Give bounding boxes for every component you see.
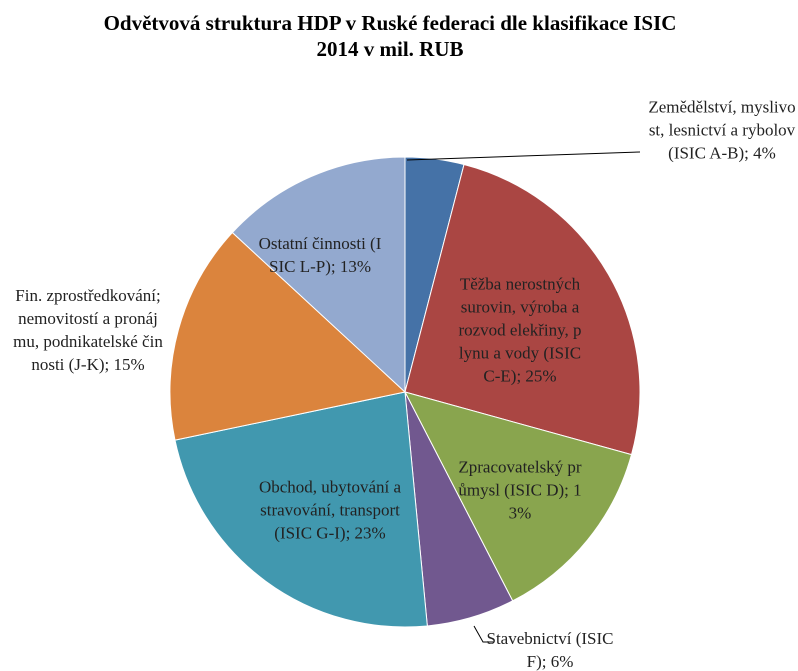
pie-slice bbox=[404, 391, 633, 602]
chart-title: Odvětvová struktura HDP v Ruské federaci… bbox=[103, 11, 677, 61]
leader-line bbox=[406, 151, 641, 161]
data-label: Stavebnictví (ISIC F); 6% bbox=[486, 629, 614, 671]
pie-slice bbox=[174, 391, 428, 628]
data-label: Zpracovatelský průmysl (ISIC D); 13% bbox=[458, 457, 582, 523]
leader-line bbox=[473, 625, 494, 643]
data-label: Těžba nerostných surovin, výroba a rozvo… bbox=[458, 274, 582, 386]
data-label: Obchod, ubytování a stravování, transpor… bbox=[258, 477, 402, 543]
pie-slice bbox=[231, 156, 406, 394]
data-label: Fin. zprostředkování; nemovitostí a pron… bbox=[13, 286, 163, 374]
data-label: Ostatní činnosti (ISIC L-P); 13% bbox=[258, 234, 382, 276]
pie-slice bbox=[404, 163, 641, 456]
pie-slice bbox=[169, 231, 407, 441]
data-label: Zemědělství, myslivost, lesnictví a rybo… bbox=[648, 97, 796, 163]
